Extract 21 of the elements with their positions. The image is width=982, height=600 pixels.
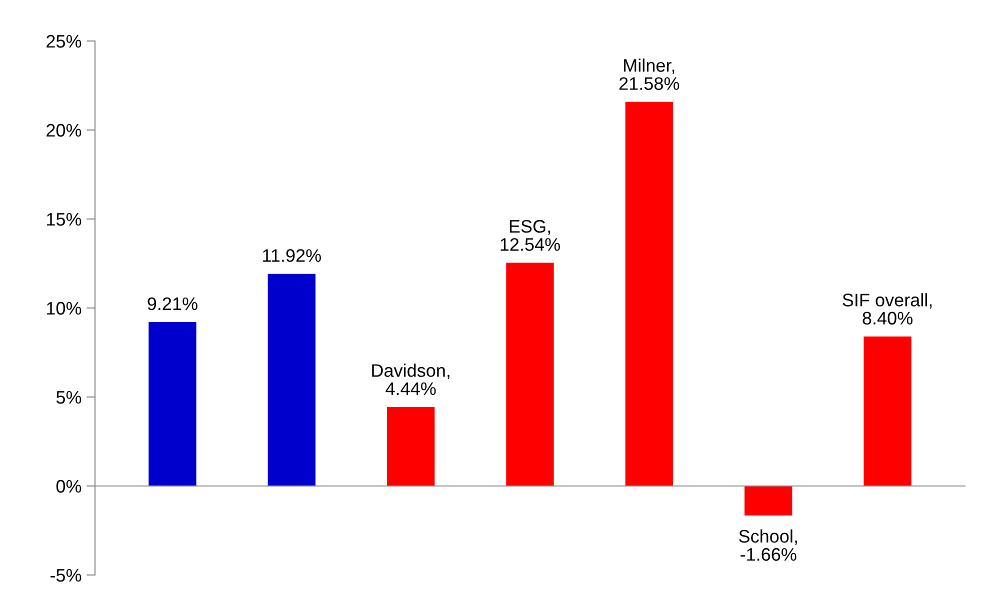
y-tick-label: 20%	[46, 124, 82, 137]
bar	[268, 274, 316, 486]
bar	[386, 406, 435, 486]
y-tick-label: 5%	[56, 391, 82, 404]
bar	[864, 336, 912, 486]
data-label: School, -1.66%	[739, 529, 797, 561]
bar	[744, 486, 792, 516]
y-tick-label: 0%	[56, 480, 82, 493]
data-label: Milner, 21.58%	[619, 58, 680, 90]
data-label: 9.21%	[148, 297, 198, 310]
data-label: 11.92%	[263, 249, 321, 262]
y-tick-label: 25%	[46, 34, 82, 48]
y-tick-label: 10%	[47, 302, 82, 315]
y-tick-label: 15%	[47, 213, 82, 226]
data-label: Davidson, 4.44%	[372, 364, 450, 395]
bar	[506, 262, 554, 486]
data-label: ESG, 12.54%	[500, 220, 560, 251]
y-tick-label: -5%	[50, 569, 82, 582]
data-label: SIF overall, 8.40%	[842, 293, 932, 325]
bar	[625, 102, 674, 486]
bar	[148, 322, 196, 486]
